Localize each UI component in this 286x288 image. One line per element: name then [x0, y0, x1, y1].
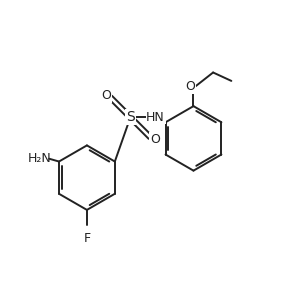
Text: O: O	[102, 89, 112, 102]
Text: F: F	[83, 232, 90, 245]
Text: O: O	[150, 133, 160, 146]
Text: H₂N: H₂N	[28, 152, 52, 165]
Text: S: S	[126, 110, 135, 124]
Text: HN: HN	[146, 111, 165, 124]
Text: O: O	[185, 80, 195, 93]
